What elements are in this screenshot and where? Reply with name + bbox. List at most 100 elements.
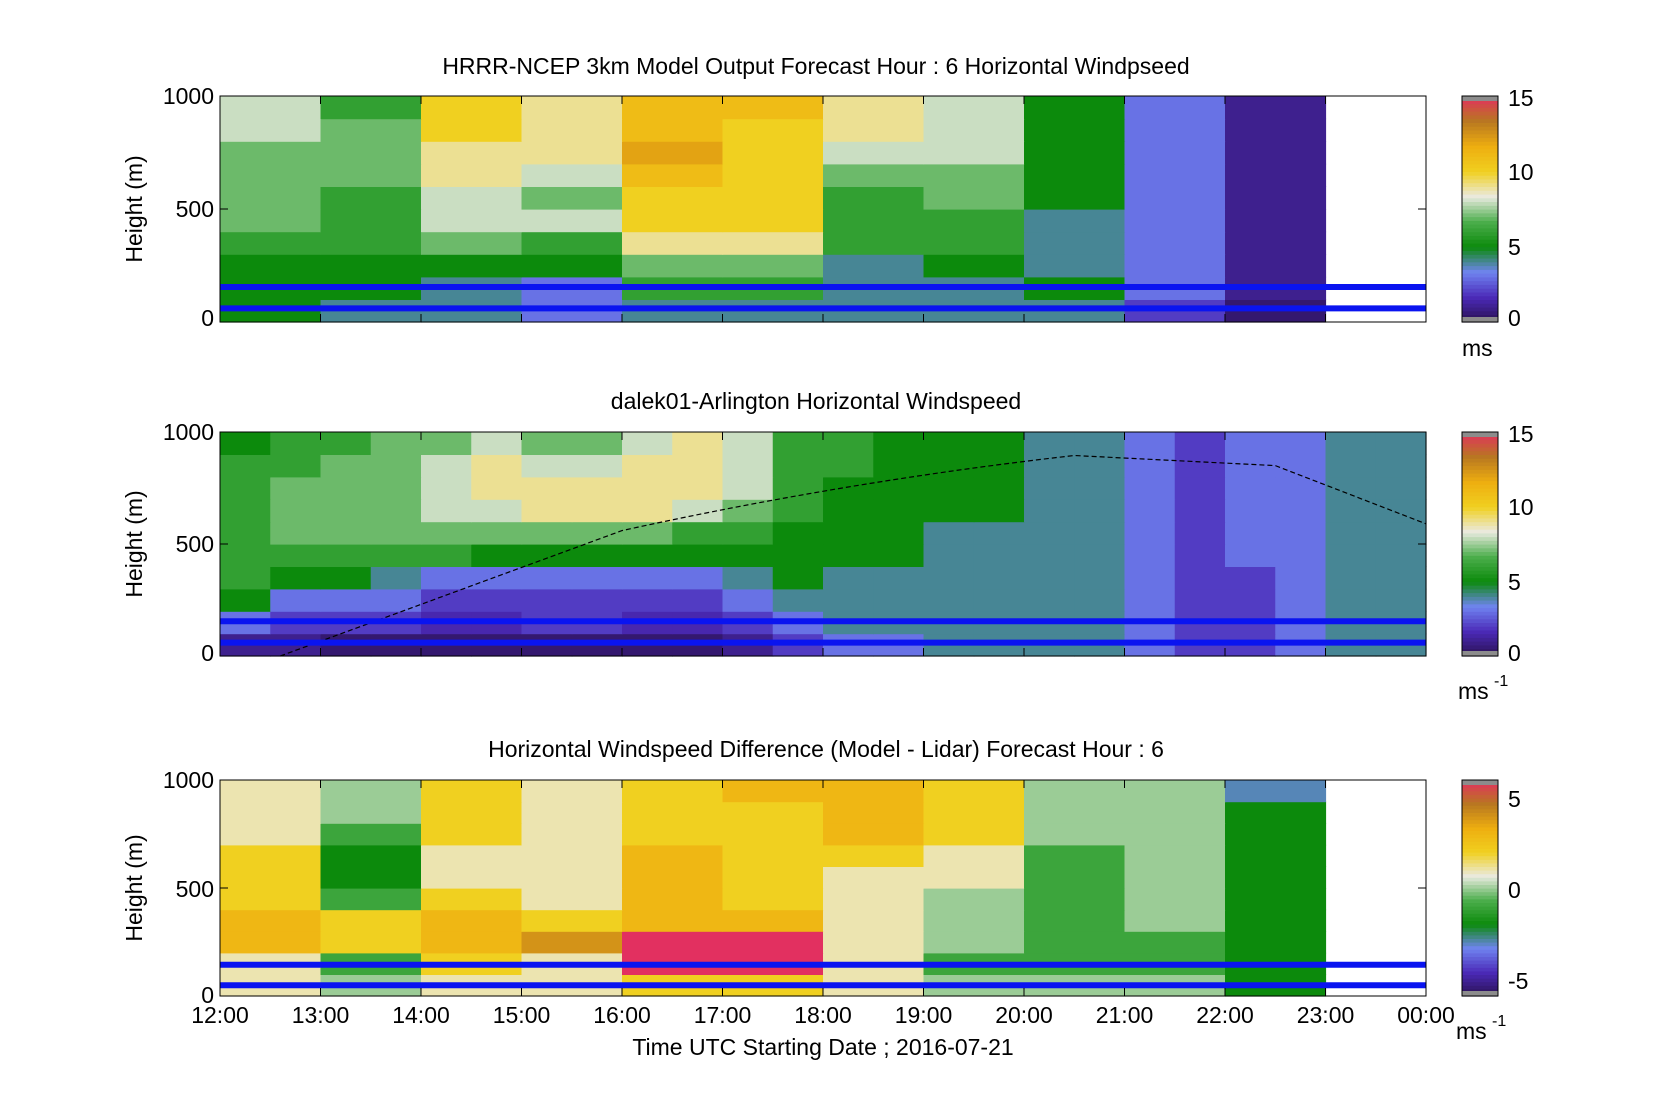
colorbar-swatch <box>1462 480 1498 485</box>
heatmap-cell <box>923 780 1025 803</box>
heatmap-cell <box>320 801 422 824</box>
heatmap-cell <box>722 454 774 478</box>
heatmap-cell <box>320 780 422 803</box>
heatmap-cell <box>973 521 1025 545</box>
colorbar-swatch <box>1462 432 1498 437</box>
heatmap-cell <box>1225 588 1276 612</box>
heatmap-cell <box>270 544 322 567</box>
heatmap-cell <box>1375 566 1427 590</box>
heatmap-cell <box>622 254 724 278</box>
heatmap-cell <box>1074 521 1126 545</box>
colorbar-swatch <box>1462 841 1498 846</box>
colorbar-swatch <box>1462 220 1498 225</box>
heatmap-cell <box>722 231 824 255</box>
heatmap-cell <box>1024 588 1075 612</box>
heatmap-cell <box>1225 254 1327 278</box>
heatmap-cell <box>421 499 472 523</box>
heatmap-cell <box>823 544 874 567</box>
colorbar-swatch <box>1462 834 1498 839</box>
colorbar-swatch <box>1462 963 1498 968</box>
heatmap-cell <box>320 566 372 590</box>
heatmap-cell <box>823 432 874 455</box>
heatmap-cell <box>873 544 925 567</box>
heatmap-cell <box>722 254 824 278</box>
y-tick-label: 500 <box>176 531 214 557</box>
x-tick-label: 18:00 <box>794 1002 852 1028</box>
colorbar-tick-label: 5 <box>1508 234 1521 260</box>
heatmap-cell <box>1024 186 1126 210</box>
heatmap-cell <box>421 454 472 478</box>
heatmap-cell <box>320 454 372 478</box>
heatmap-cell <box>220 96 322 120</box>
colorbar-swatch <box>1462 566 1498 571</box>
heatmap-cell <box>1225 186 1327 210</box>
heatmap-cell <box>220 163 322 187</box>
heatmap-cell <box>1225 780 1327 803</box>
heatmap-cell <box>772 544 824 567</box>
colorbar-swatch <box>1462 920 1498 925</box>
heatmap-cell <box>421 909 523 932</box>
colorbar-swatch <box>1462 812 1498 817</box>
heatmap-cell <box>873 521 925 545</box>
heatmap-cell <box>1225 141 1327 165</box>
y-tick-label: 500 <box>176 196 214 222</box>
heatmap-cell <box>1174 566 1226 590</box>
heatmap-cell <box>823 163 925 187</box>
heatmap-cell <box>1024 118 1126 142</box>
heatmap-cell <box>722 931 824 954</box>
colorbar-swatch <box>1462 622 1498 627</box>
heatmap-cell <box>1024 544 1075 567</box>
colorbar-swatch <box>1462 629 1498 635</box>
heatmap-cell <box>873 432 925 455</box>
heatmap-cell <box>1174 521 1226 545</box>
heatmap-cell <box>1225 521 1276 545</box>
heatmap-cell <box>1124 476 1176 500</box>
heatmap-cell <box>772 476 824 500</box>
heatmap-cell <box>622 209 724 233</box>
colorbar-swatch <box>1462 239 1498 244</box>
heatmap-cell <box>622 544 673 567</box>
colorbar-swatch <box>1462 521 1498 526</box>
heatmap-cell <box>1024 96 1126 120</box>
colorbar-swatch <box>1462 284 1498 289</box>
y-tick-label: 0 <box>201 982 214 1008</box>
heatmap-cell <box>722 909 824 932</box>
heatmap-cell <box>1124 823 1226 846</box>
colorbar-swatch <box>1462 224 1498 229</box>
colorbar-swatch <box>1462 495 1498 500</box>
colorbar-swatch <box>1462 952 1498 957</box>
heatmap-cell <box>1024 521 1075 545</box>
heatmap-cell <box>220 780 322 803</box>
heatmap-cell <box>722 141 824 165</box>
colorbar-swatch <box>1462 852 1498 857</box>
heatmap-cell <box>220 499 271 523</box>
heatmap-cell <box>1275 544 1327 567</box>
heatmap-cell <box>1225 96 1327 120</box>
colorbar <box>1462 432 1498 657</box>
x-tick-label: 17:00 <box>694 1002 752 1028</box>
colorbar-swatch <box>1462 186 1498 191</box>
heatmap-cell <box>220 186 322 210</box>
colorbar-frame <box>1461 95 1499 323</box>
plot-frame <box>219 95 1427 323</box>
heatmap-cell <box>923 866 1025 889</box>
colorbar-swatch <box>1462 291 1498 297</box>
heatmap-cell <box>622 96 724 120</box>
heatmap-cell <box>320 141 422 165</box>
colorbar-swatch <box>1462 823 1498 828</box>
heatmap-cell <box>672 544 724 567</box>
colorbar-swatch <box>1462 525 1498 530</box>
heatmap-cell <box>1275 588 1327 612</box>
colorbar-swatch <box>1462 581 1498 586</box>
heatmap-cell <box>521 163 623 187</box>
colorbar-swatch <box>1462 532 1498 538</box>
x-tick-label: 12:00 <box>191 1002 249 1028</box>
colorbar-swatch <box>1462 949 1498 954</box>
colorbar-swatch <box>1462 805 1498 810</box>
heatmap-cell <box>370 432 422 455</box>
colorbar-swatch <box>1462 592 1498 597</box>
heatmap-cell <box>521 823 623 846</box>
heatmap-cell <box>320 588 372 612</box>
heatmap-cell <box>471 454 523 478</box>
